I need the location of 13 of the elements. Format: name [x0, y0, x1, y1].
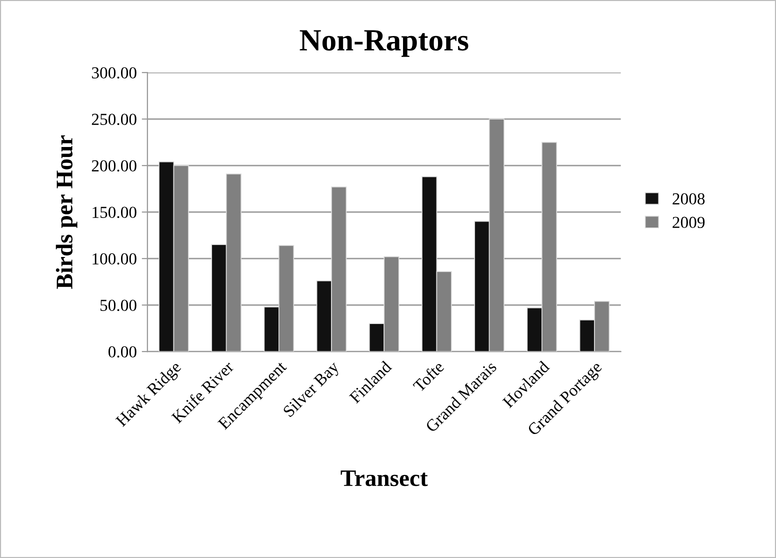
y-tick-label: 0.00	[108, 346, 136, 358]
legend-label: 2008	[672, 193, 705, 204]
y-tick-label: 50.00	[100, 300, 136, 312]
y-tick-label: 200.00	[92, 160, 136, 172]
x-axis-title: Transect	[340, 470, 428, 486]
x-tick-label: Tofte	[412, 360, 445, 393]
y-axis-title: Birds per Hour	[56, 135, 78, 289]
legend-label: 2009	[672, 216, 705, 228]
y-tick-label: 150.00	[92, 206, 136, 218]
chart-title: Non-Raptors	[300, 30, 468, 57]
y-tick-label: 100.00	[92, 253, 136, 265]
y-tick-label: 250.00	[92, 114, 136, 126]
y-tick-label: 300.00	[92, 67, 136, 79]
